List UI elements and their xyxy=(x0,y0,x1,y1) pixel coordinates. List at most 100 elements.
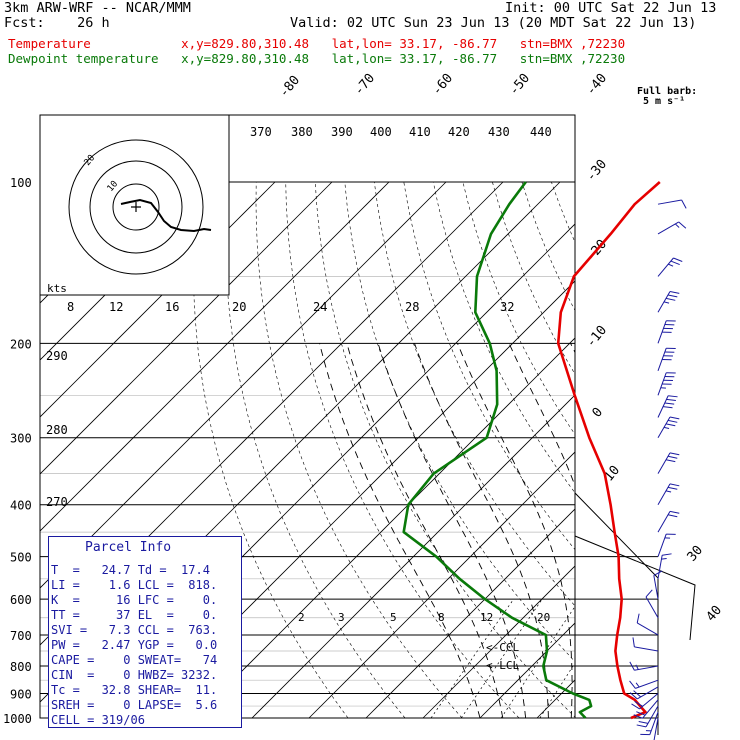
temperature-line xyxy=(556,181,661,720)
isotherm-line xyxy=(194,337,575,719)
dry-adiabat xyxy=(670,182,740,718)
wind-barb xyxy=(653,717,659,740)
parcel-row: TT = 37 EL = 0. xyxy=(51,608,218,622)
wind-barb xyxy=(657,320,676,344)
isotherm-label: -30 xyxy=(584,157,611,185)
wind-barb-staff xyxy=(657,199,682,205)
hodograph-ring xyxy=(112,183,160,231)
mixing-ratio-label: 12 xyxy=(480,611,493,624)
wind-barb xyxy=(629,661,659,671)
profile-lines xyxy=(402,181,661,720)
wind-barb-flag xyxy=(663,301,670,304)
wind-barb-flag xyxy=(667,294,678,298)
parcel-row: CAPE = 0 SWEAT= 74 xyxy=(51,653,218,667)
dry-adiabat xyxy=(729,182,740,718)
dry-adiabat xyxy=(581,182,740,718)
theta-label: 390 xyxy=(331,125,353,139)
wind-barb xyxy=(657,199,687,209)
moist-adiabat xyxy=(508,343,575,488)
moist-adiabat xyxy=(414,343,549,718)
wind-barb xyxy=(632,637,659,652)
dry-adiabat xyxy=(344,181,575,662)
wind-barb xyxy=(657,553,672,579)
mixing-ratio-label: 8 xyxy=(438,611,445,624)
forecast-hour: Fcst: 26 h xyxy=(4,15,110,31)
pressure-label: 500 xyxy=(10,551,32,565)
wind-barb-flag xyxy=(669,290,680,294)
model-title: 3km ARW-WRF -- NCAR/MMM xyxy=(4,0,191,16)
wind-barb-flag xyxy=(665,423,676,427)
dry-adiabat xyxy=(192,181,349,719)
mixing-ratio-label: 24 xyxy=(313,300,327,314)
wind-legend-units: 5 m s⁻¹ xyxy=(643,96,685,107)
wind-barb-flag xyxy=(670,260,680,266)
wind-barb-flag xyxy=(669,510,680,514)
isotherm-label: -80 xyxy=(277,73,304,101)
wind-barb-flag xyxy=(668,263,674,267)
wind-barb xyxy=(657,416,680,438)
dry-adiabat xyxy=(225,181,406,719)
dry-adiabat xyxy=(314,181,575,718)
theta-label: 410 xyxy=(409,125,431,139)
mixing-ratio-label: 2 xyxy=(298,611,305,624)
wind-barb-flag xyxy=(665,297,676,301)
dry-adiabat xyxy=(433,181,575,494)
wind-barb xyxy=(657,372,676,396)
pressure-label: 300 xyxy=(10,432,32,446)
theta-label: 440 xyxy=(530,125,552,139)
wind-barb-flag xyxy=(653,570,663,576)
isotherm-line xyxy=(40,181,390,532)
wind-barb xyxy=(636,705,659,728)
wind-barb-staff xyxy=(634,665,659,671)
wind-barb xyxy=(657,257,683,277)
hodograph-ring xyxy=(89,160,183,254)
parcel-row: SVI = 7.3 CCL = 763. xyxy=(51,623,218,637)
pressure-label: 400 xyxy=(10,499,32,513)
mixing-ratio-label: 32 xyxy=(500,300,514,314)
wind-barb xyxy=(657,483,680,505)
level-annotation: <-LCL xyxy=(486,659,519,672)
wind-barb-flag xyxy=(645,589,653,598)
dry-adiabat xyxy=(374,181,575,607)
wind-barb-flag xyxy=(635,664,639,670)
wind-barb-flag xyxy=(667,455,678,459)
dry-adiabat xyxy=(403,181,575,551)
mixing-ratio-label: 20 xyxy=(537,611,550,624)
moist-adiabat xyxy=(570,343,575,354)
parcel-row: PW = 2.47 YGP = 0.0 xyxy=(51,638,218,652)
isotherm-label: -70 xyxy=(352,71,379,99)
hodograph-center-mark xyxy=(131,202,141,212)
wind-barb-flag xyxy=(667,514,678,518)
isotherm-label: 0 xyxy=(590,405,607,421)
isotherm-label: -60 xyxy=(430,71,457,99)
wind-barbs xyxy=(629,199,687,740)
parcel-row: T = 24.7 Td = 17.4 xyxy=(51,563,210,577)
dry-adiabat xyxy=(699,182,740,718)
wind-barb-flag xyxy=(662,553,672,556)
wind-barb-flag xyxy=(669,452,680,456)
dry-adiabat xyxy=(462,181,575,435)
wind-barb-flag xyxy=(669,483,680,487)
dry-adiabat-label: 280 xyxy=(46,423,68,437)
mixing-ratio-label: 28 xyxy=(405,300,419,314)
wind-barb-flag xyxy=(663,406,673,409)
wind-barb-flag xyxy=(636,613,640,624)
wind-barb xyxy=(636,613,659,636)
isotherm-line xyxy=(308,451,575,719)
wind-barb-staff xyxy=(642,699,659,719)
wind-barb xyxy=(657,510,680,533)
hodograph-trace xyxy=(120,198,212,233)
pressure-label: 800 xyxy=(10,660,32,674)
wind-barb-flag xyxy=(632,637,635,647)
mixing-ratio-label: 8 xyxy=(67,300,74,314)
hodograph-box xyxy=(39,114,230,296)
wind-barb-flag xyxy=(668,395,678,398)
dewpoint-legend: Dewpoint temperature x,y=829.80,310.48 l… xyxy=(8,51,626,66)
isotherm-line xyxy=(40,181,333,475)
wind-barb xyxy=(657,290,680,313)
hodograph-units: kts xyxy=(47,282,67,295)
wind-barb xyxy=(657,533,676,557)
wind-barb-flag xyxy=(665,459,676,463)
